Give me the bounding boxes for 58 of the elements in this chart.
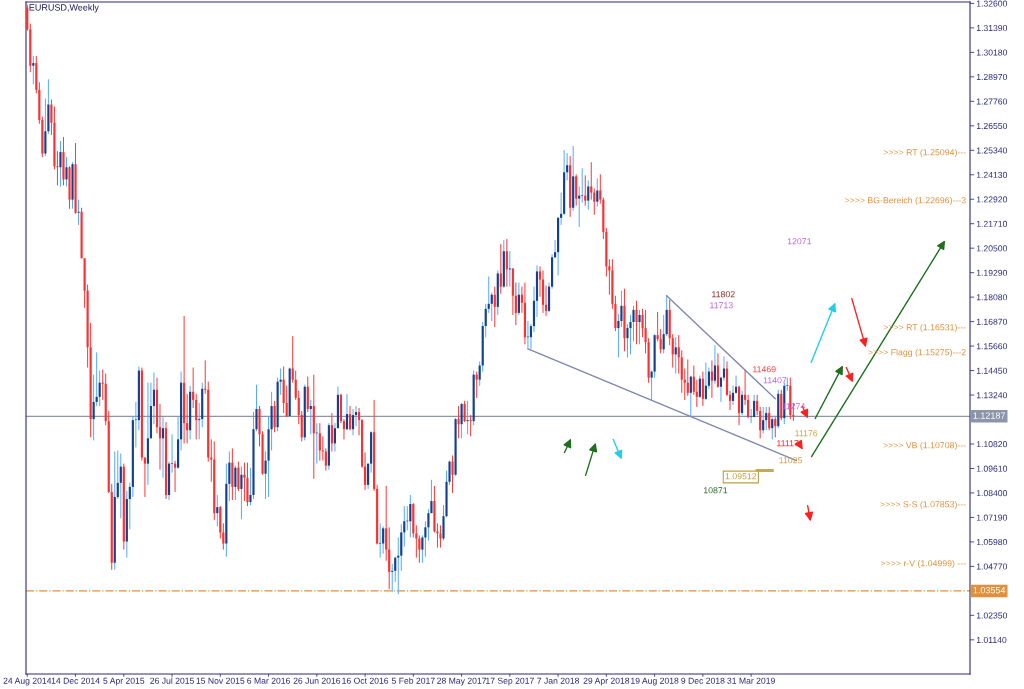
annotation: 1.09512 bbox=[725, 473, 757, 480]
annotation: 11176 bbox=[795, 430, 818, 437]
annotation: 10871 bbox=[703, 487, 728, 494]
y-tick-label: 1.02350 bbox=[976, 612, 1008, 619]
y-tick-label: 1.08400 bbox=[976, 490, 1008, 497]
x-tick-label: 5 Apr 2015 bbox=[103, 677, 145, 686]
x-tick-label: 26 Jun 2016 bbox=[293, 677, 341, 684]
annotation: 12071 bbox=[787, 238, 812, 245]
y-tick-label: 1.27760 bbox=[976, 98, 1008, 105]
ref-line-label: 1.12187 bbox=[973, 412, 1006, 419]
x-tick-label: 16 Oct 2016 bbox=[342, 677, 389, 684]
y-tick-label: 1.01140 bbox=[976, 636, 1007, 644]
y-tick-label: 1.09610 bbox=[976, 465, 1008, 472]
annotation: >>>> S-S (1.07853)--- bbox=[880, 500, 966, 510]
annotation: 11802 bbox=[712, 291, 735, 298]
y-tick-label: 1.10820 bbox=[976, 441, 1008, 448]
x-tick-label: 24 Aug 2014 bbox=[3, 677, 52, 686]
y-tick-label: 1.05980 bbox=[976, 539, 1008, 546]
y-tick-label: 1.26550 bbox=[976, 122, 1008, 130]
y-tick-label: 1.18080 bbox=[976, 294, 1008, 301]
y-tick-label: 1.07190 bbox=[976, 514, 1008, 521]
y-tick-label: 1.20500 bbox=[976, 245, 1008, 252]
x-tick-label: 6 Mar 2016 bbox=[247, 677, 290, 684]
x-tick-label: 14 Dec 2014 bbox=[51, 677, 100, 684]
y-tick-label: 1.30180 bbox=[976, 49, 1008, 56]
annotation: 11407 bbox=[763, 377, 787, 384]
x-tick-label: 19 Aug 2018 bbox=[631, 677, 679, 686]
annotation: >>>> r-V (1.04999) --- bbox=[880, 559, 966, 569]
y-tick-label: 1.25340 bbox=[976, 147, 1008, 154]
annotation: 11469 bbox=[753, 366, 776, 373]
x-tick-label: 17 Sep 2017 bbox=[486, 677, 534, 686]
x-tick-label: 29 Apr 2018 bbox=[583, 677, 630, 686]
y-tick-label: 1.19290 bbox=[976, 269, 1008, 276]
x-tick-label: 26 Jul 2015 bbox=[150, 677, 194, 684]
x-tick-label: 15 Nov 2015 bbox=[196, 677, 245, 684]
annotation: >>>> RT (1.25094)--- bbox=[883, 148, 966, 158]
y-tick-label: 1.16870 bbox=[976, 318, 1008, 325]
x-tick-label: 31 Mar 2019 bbox=[727, 677, 775, 684]
y-tick-label: 1.28970 bbox=[976, 73, 1008, 81]
annotation: >>>> BG-Bereich (1.22696)---3 bbox=[844, 196, 966, 206]
y-tick-label: 1.15660 bbox=[976, 343, 1008, 350]
annotation: 11025 bbox=[779, 457, 803, 464]
y-tick-label: 1.22920 bbox=[976, 196, 1008, 203]
y-tick-label: 1.14450 bbox=[976, 367, 1008, 374]
ref-line-label: 1.03554 bbox=[973, 587, 1006, 594]
y-tick-label: 1.24130 bbox=[976, 171, 1008, 178]
x-tick-label: 7 Jan 2018 bbox=[537, 677, 580, 684]
x-tick-label: 5 Feb 2017 bbox=[391, 677, 435, 684]
y-tick-label: 1.21710 bbox=[976, 220, 1008, 227]
annotation: 11713 bbox=[710, 302, 733, 309]
y-tick-label: 1.32600 bbox=[976, 0, 1008, 7]
x-tick-label: 9 Dec 2018 bbox=[681, 677, 725, 684]
y-tick-label: 1.04770 bbox=[976, 563, 1008, 570]
x-tick-label: 28 May 2017 bbox=[437, 677, 487, 686]
y-tick-label: 1.31390 bbox=[976, 25, 1008, 32]
annotation: >>>> VB (1.10708)--- bbox=[883, 441, 966, 451]
y-tick-label: 1.13240 bbox=[976, 392, 1008, 399]
chart-title: EURUSD,Weekly bbox=[29, 4, 99, 13]
